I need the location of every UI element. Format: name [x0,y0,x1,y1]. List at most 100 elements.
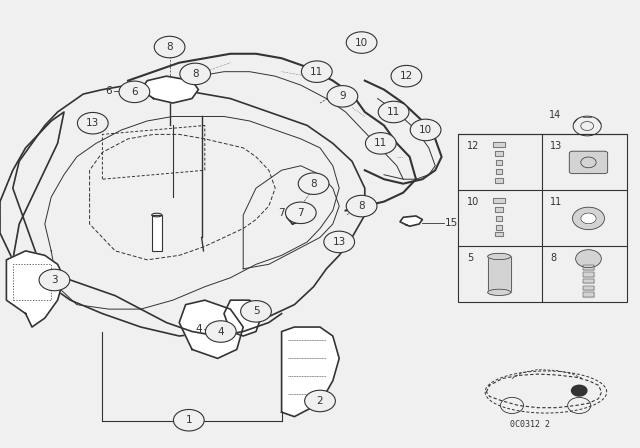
Bar [495,232,503,237]
Bar [583,272,593,276]
Circle shape [346,32,377,53]
Bar [583,286,593,290]
Bar [493,198,505,202]
Bar [495,178,503,183]
Circle shape [378,101,409,123]
Bar [583,293,593,297]
Text: 13: 13 [86,118,99,128]
Text: 8: 8 [310,179,317,189]
Bar [583,272,593,276]
Text: 8: 8 [358,201,365,211]
Polygon shape [400,216,422,226]
Ellipse shape [488,289,511,296]
Circle shape [119,81,150,103]
Bar [493,142,505,147]
Bar [495,178,503,183]
Text: 4: 4 [195,324,202,334]
Text: 8: 8 [192,69,198,79]
Circle shape [572,207,604,230]
Circle shape [39,269,70,291]
Circle shape [173,409,204,431]
Text: 2: 2 [317,396,323,406]
Polygon shape [224,300,262,336]
Text: 11: 11 [550,197,563,207]
Text: 6: 6 [106,86,112,96]
Circle shape [301,61,332,82]
Text: 8: 8 [166,42,173,52]
Circle shape [365,133,396,154]
Text: 11: 11 [374,138,387,148]
Text: 5: 5 [253,306,259,316]
Text: 6: 6 [131,87,138,97]
Polygon shape [179,300,243,358]
Circle shape [346,195,377,217]
Text: 10: 10 [419,125,432,135]
Text: 9: 9 [339,91,346,101]
Text: 0C0312 2: 0C0312 2 [510,420,550,429]
Circle shape [305,390,335,412]
Text: 13: 13 [333,237,346,247]
Bar [583,265,593,270]
Circle shape [391,65,422,87]
Bar [496,216,502,221]
Bar [583,265,593,270]
Text: 10: 10 [467,197,479,207]
Bar [583,279,593,284]
Bar [458,134,627,302]
Text: 14: 14 [548,110,561,120]
Text: 11: 11 [310,67,323,77]
Bar [496,160,502,165]
Polygon shape [6,251,64,327]
Polygon shape [282,327,339,417]
Bar [152,215,162,251]
Ellipse shape [488,254,511,260]
Circle shape [298,173,329,194]
Circle shape [77,112,108,134]
Bar [152,215,162,251]
Bar [493,198,505,202]
Bar [493,142,505,147]
Text: 11: 11 [387,107,400,117]
Text: 13: 13 [550,141,563,151]
Circle shape [410,119,441,141]
Bar [496,169,502,174]
Text: 7: 7 [298,208,304,218]
Bar [496,225,502,230]
Bar [496,160,502,165]
FancyBboxPatch shape [569,151,608,174]
Circle shape [154,36,185,58]
Bar [488,256,511,293]
Circle shape [324,231,355,253]
Bar [583,279,593,284]
Bar [495,151,503,156]
Circle shape [205,321,236,342]
Circle shape [575,250,601,268]
Bar [495,207,503,212]
Bar [496,169,502,174]
Text: 4: 4 [218,327,224,336]
Text: 12: 12 [467,141,479,151]
Bar [495,207,503,212]
Circle shape [285,202,316,224]
Bar [495,151,503,156]
Text: 5: 5 [467,253,474,263]
Circle shape [572,385,587,396]
Text: 1: 1 [186,415,192,425]
Polygon shape [141,76,198,103]
Text: 3: 3 [51,275,58,285]
Text: 15: 15 [445,218,458,228]
Circle shape [327,86,358,107]
Text: 7: 7 [278,208,285,218]
Bar [488,256,511,293]
Text: 8: 8 [550,253,556,263]
Text: 12: 12 [400,71,413,81]
Bar [496,225,502,230]
Bar [495,232,503,237]
Polygon shape [287,208,302,224]
Text: 10: 10 [355,38,368,47]
Bar [496,216,502,221]
Circle shape [241,301,271,322]
Bar [583,293,593,297]
Circle shape [180,63,211,85]
Bar [583,286,593,290]
